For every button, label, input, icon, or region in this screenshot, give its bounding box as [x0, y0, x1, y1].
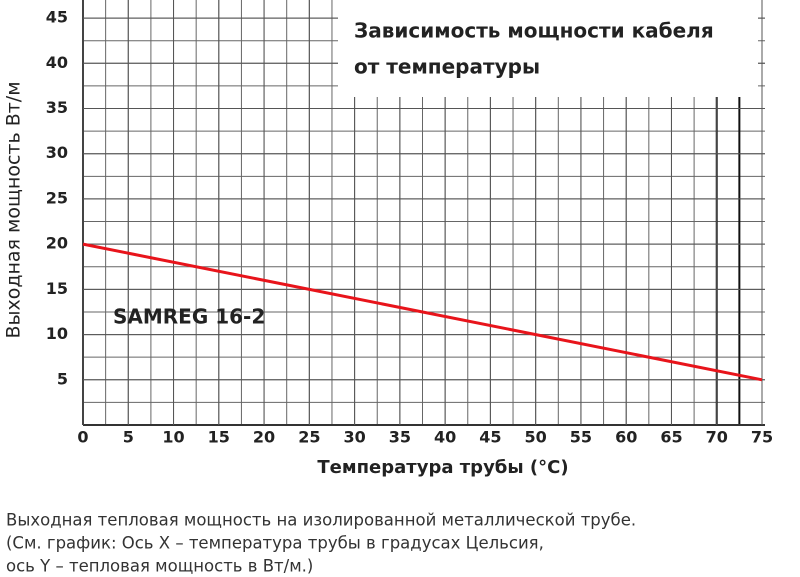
x-tick-label: 65: [660, 428, 682, 447]
x-tick-label: 15: [208, 428, 230, 447]
x-axis-title: Температура трубы (°C): [317, 457, 568, 478]
caption: Выходная тепловая мощность на изолирован…: [6, 511, 636, 530]
y-axis-title: Выходная мощность Вт/м: [3, 81, 25, 338]
caption: ось Y – тепловая мощность в Вт/м.): [6, 557, 313, 576]
x-tick-label: 70: [706, 428, 728, 447]
x-tick-label: 25: [298, 428, 320, 447]
x-tick-label: 40: [434, 428, 456, 447]
y-tick-label: 25: [46, 188, 68, 207]
series-label: SAMREG 16-2: [113, 305, 265, 329]
x-tick-label: 35: [389, 428, 411, 447]
y-tick-label: 15: [46, 279, 68, 298]
x-tick-label: 10: [162, 428, 184, 447]
line: [82, 242, 763, 382]
y-tick-label: 20: [46, 234, 68, 253]
y-tick-label: 5: [57, 369, 68, 388]
y-tick-label: 30: [46, 143, 68, 162]
x-tick-label: 45: [479, 428, 501, 447]
title-box: [338, 0, 758, 97]
caption: (См. график: Ось X – температура трубы в…: [6, 534, 544, 553]
y-tick-label: 10: [46, 324, 68, 343]
x-tick-label: 20: [253, 428, 275, 447]
x-tick-label: 60: [615, 428, 637, 447]
y-tick-label: 40: [46, 53, 68, 72]
y-tick-label: 35: [46, 98, 68, 117]
x-tick-label: 75: [751, 428, 773, 447]
chart-title: Зависимость мощности кабеля: [354, 19, 714, 43]
x-tick-label: 5: [123, 428, 134, 447]
x-tick-label: 0: [77, 428, 88, 447]
x-tick-label: 55: [570, 428, 592, 447]
y-tick-label: 45: [46, 8, 68, 27]
x-tick-label: 30: [343, 428, 365, 447]
x-tick-label: 50: [525, 428, 547, 447]
chart-title: от температуры: [354, 55, 540, 79]
